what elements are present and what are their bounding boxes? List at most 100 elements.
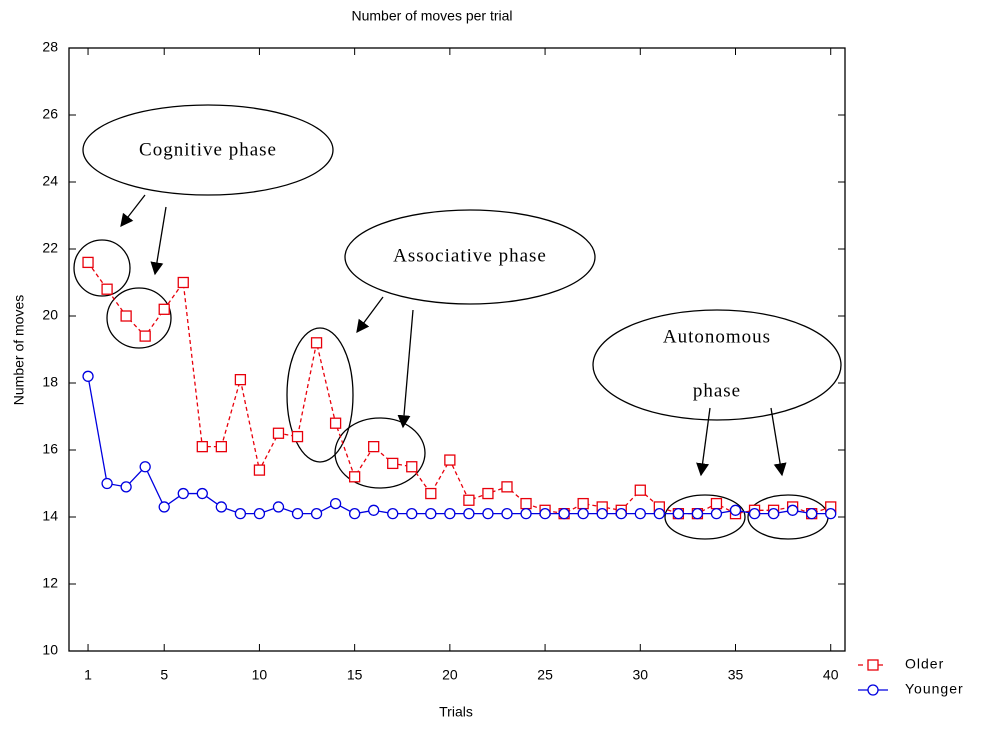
marker (463, 508, 475, 520)
x-tick-label: 10 (252, 667, 268, 683)
marker (82, 256, 94, 269)
chart-title: Number of moves per trial (351, 8, 512, 24)
marker (329, 497, 342, 510)
marker (406, 508, 418, 520)
highlight-ellipse (334, 417, 426, 489)
marker (444, 454, 456, 466)
marker (234, 373, 247, 386)
x-tick-label: 1 (84, 667, 92, 683)
marker (425, 487, 437, 500)
marker (177, 276, 189, 289)
marker (139, 461, 151, 473)
marker (577, 508, 589, 520)
marker (539, 508, 551, 520)
marker (710, 508, 723, 520)
y-tick-label: 10 (42, 642, 58, 658)
marker (101, 477, 113, 490)
arrow (397, 309, 414, 429)
marker (806, 508, 818, 520)
marker (253, 508, 266, 520)
x-tick-label: 30 (632, 667, 648, 683)
marker (482, 508, 494, 520)
marker (139, 330, 151, 342)
marker (463, 494, 475, 506)
callout-ellipse (82, 104, 334, 196)
marker (291, 430, 304, 443)
callout-ellipse (344, 209, 596, 305)
highlight-ellipse (73, 239, 131, 297)
marker (348, 508, 361, 520)
y-tick-label: 18 (42, 374, 58, 390)
arrow (356, 296, 384, 334)
annotation: Cognitive phase (139, 139, 277, 160)
marker (520, 508, 532, 520)
marker (387, 508, 399, 520)
x-tick-label: 25 (537, 667, 553, 683)
marker (310, 337, 323, 349)
marker (215, 501, 227, 513)
arrow (770, 407, 787, 477)
marker (634, 484, 646, 496)
marker (368, 504, 380, 516)
y-tick-label: 28 (42, 39, 58, 55)
marker (368, 440, 380, 453)
y-tick-label: 16 (42, 441, 58, 457)
marker (786, 504, 799, 516)
x-tick-label: 15 (347, 667, 363, 683)
arrow (120, 194, 146, 228)
marker (558, 508, 570, 520)
marker (310, 508, 323, 520)
marker (577, 497, 589, 510)
marker (272, 501, 285, 513)
highlight-ellipse (286, 327, 354, 463)
marker (291, 508, 304, 520)
legend-label: Older (905, 656, 944, 672)
marker (501, 481, 513, 493)
marker (615, 508, 627, 520)
marker (444, 508, 456, 520)
y-tick-label: 22 (42, 240, 58, 256)
callout-ellipse (592, 309, 842, 421)
highlight-ellipse (106, 287, 172, 349)
plot-frame (68, 47, 846, 652)
arrow (696, 407, 711, 477)
highlight-ellipse (664, 494, 746, 540)
legend-marker (867, 684, 879, 696)
series-line (87, 262, 831, 515)
y-tick-label: 26 (42, 106, 58, 122)
marker (501, 508, 513, 520)
marker (387, 457, 399, 470)
x-tick-label: 20 (442, 667, 458, 683)
annotations: Cognitive phase Associative phase Autono… (73, 104, 842, 540)
marker (234, 508, 247, 520)
marker (710, 497, 723, 510)
marker (253, 464, 266, 476)
marker (329, 417, 342, 429)
marker (767, 508, 780, 520)
y-tick-label: 14 (42, 508, 58, 524)
x-tick-label: 35 (728, 667, 744, 683)
marker (748, 508, 761, 520)
marker (825, 508, 837, 520)
marker (348, 471, 361, 483)
marker (596, 508, 608, 520)
marker (691, 508, 704, 520)
marker (196, 440, 208, 453)
marker (482, 487, 494, 500)
marker (729, 504, 742, 516)
marker (406, 461, 418, 473)
arrow (150, 206, 167, 276)
marker (425, 508, 437, 520)
series-line (87, 376, 831, 515)
marker (272, 427, 285, 439)
annotation: phase (693, 380, 741, 401)
annotation: Autonomous (663, 326, 771, 347)
x-tick-label: 5 (160, 667, 168, 683)
annotation: Associative phase (393, 245, 547, 266)
marker (82, 370, 94, 382)
marker (158, 501, 170, 513)
y-tick-label: 20 (42, 307, 58, 323)
marker (101, 283, 113, 295)
x-axis-label: Trials (439, 704, 473, 720)
